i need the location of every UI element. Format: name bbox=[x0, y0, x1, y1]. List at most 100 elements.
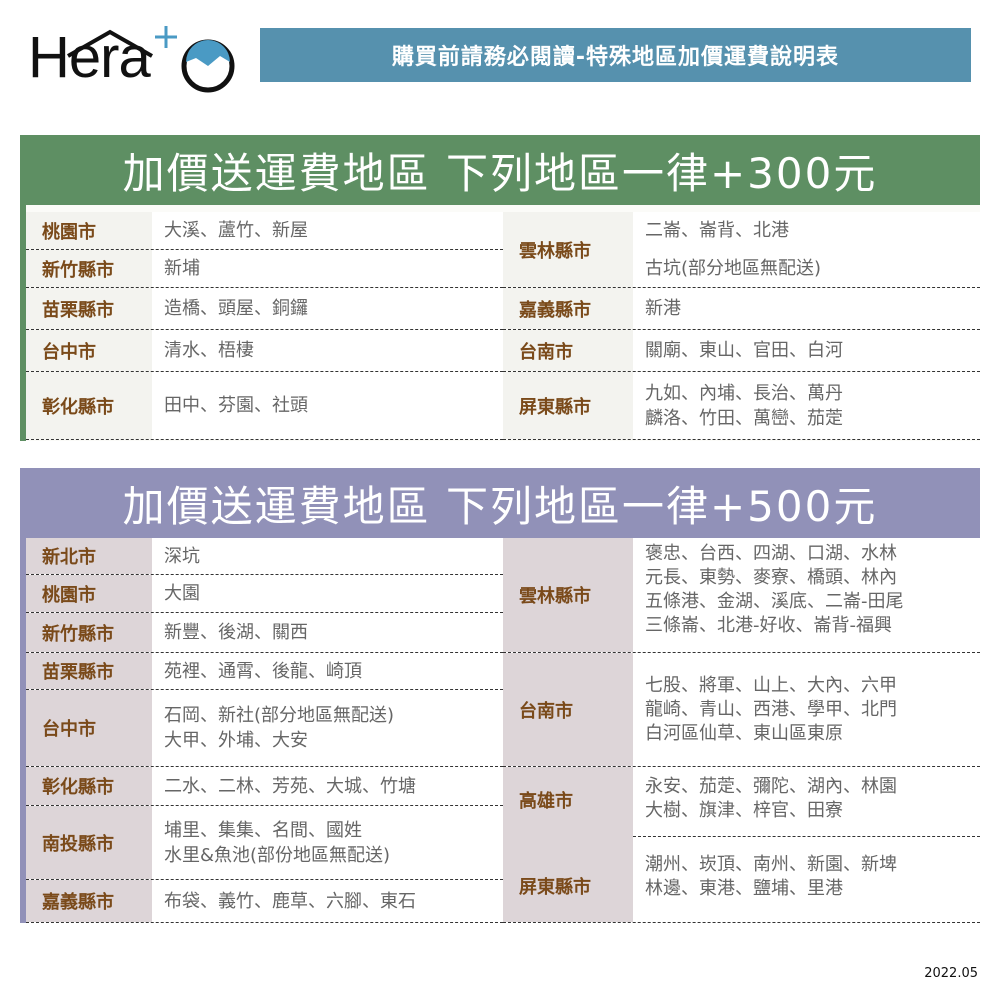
table-row: 新北市 深坑 bbox=[26, 538, 503, 575]
table-row: 雲林縣市 褒忠、台西、四湖、口湖、水林 元長、東勢、麥寮、橋頭、林內 五條港、金湖、溪… bbox=[503, 538, 980, 653]
area-list: 永安、茄萣、彌陀、湖內、林園 大樹、旗津、梓官、田寮 bbox=[633, 767, 980, 837]
area-list: 布袋、義竹、鹿草、六腳、東石 bbox=[152, 880, 503, 922]
table-row: 苗栗縣市 苑裡、通霄、後龍、崎頂 bbox=[26, 653, 503, 690]
table-row: 桃園市 大溪、蘆竹、新屋 bbox=[26, 212, 503, 250]
table-row: 台中市 清水、梧棲 bbox=[26, 330, 503, 372]
region-name: 南投縣市 bbox=[26, 806, 152, 879]
area-line: 五條港、金湖、溪底、二崙-田尾 bbox=[645, 591, 904, 612]
region-name: 桃園市 bbox=[26, 212, 152, 249]
table-row: 嘉義縣市 新港 bbox=[503, 288, 980, 330]
area-line: 九如、內埔、長治、萬丹 bbox=[645, 382, 843, 404]
area-line: 二水、二林、芳苑、大城、竹塘 bbox=[164, 775, 416, 797]
revision-date: 2022.05 bbox=[924, 966, 978, 981]
table-row: 高雄市 永安、茄萣、彌陀、湖內、林園 大樹、旗津、梓官、田寮 bbox=[503, 767, 980, 837]
section-300-table: 桃園市 大溪、蘆竹、新屋 新竹縣市 新埔 苗栗縣市 造橋、頭屋、銅鑼 台中市 清水、梧棲… bbox=[20, 205, 980, 441]
hera-logo: Hera bbox=[28, 18, 243, 93]
area-line: 大溪、蘆竹、新屋 bbox=[164, 220, 308, 241]
region-name: 屏東縣市 bbox=[503, 837, 633, 922]
area-list: 深坑 bbox=[152, 538, 503, 574]
area-list: 潮州、崁頂、南州、新園、新埤 林邊、東港、鹽埔、里港 bbox=[633, 837, 980, 922]
region-name: 雲林縣市 bbox=[503, 212, 633, 287]
region-name: 台南市 bbox=[503, 653, 633, 766]
region-name: 新竹縣市 bbox=[26, 613, 152, 652]
region-name: 新北市 bbox=[26, 538, 152, 574]
area-line: 林邊、東港、鹽埔、里港 bbox=[645, 878, 843, 899]
region-name: 高雄市 bbox=[503, 767, 633, 837]
area-line: 埔里、集集、名間、國姓 bbox=[164, 819, 362, 841]
area-line: 龍崎、青山、西港、學甲、北門 bbox=[645, 698, 897, 720]
area-list: 苑裡、通霄、後龍、崎頂 bbox=[152, 653, 503, 689]
section-500-table: 新北市 深坑 桃園市 大園 新竹縣市 新豐、後湖、關西 苗栗縣市 苑裡、通霄、後龍、崎頂… bbox=[20, 538, 980, 923]
table-row: 新竹縣市 新埔 bbox=[26, 250, 503, 288]
table-row: 台南市 七股、將軍、山上、大內、六甲 龍崎、青山、西港、學甲、北門 白河區仙草、東山區… bbox=[503, 653, 980, 767]
table-row: 新竹縣市 新豐、後湖、關西 bbox=[26, 613, 503, 653]
area-list: 關廟、東山、官田、白河 bbox=[633, 330, 980, 371]
area-list: 新港 bbox=[633, 288, 980, 329]
area-list: 九如、內埔、長治、萬丹 麟洛、竹田、萬巒、茄萣 bbox=[633, 372, 980, 439]
region-name: 台中市 bbox=[26, 330, 152, 371]
area-line: 古坑(部分地區無配送) bbox=[645, 257, 822, 279]
area-list: 新埔 bbox=[152, 250, 503, 287]
area-line: 布袋、義竹、鹿草、六腳、東石 bbox=[164, 890, 416, 912]
region-name: 苗栗縣市 bbox=[26, 653, 152, 689]
area-line: 大樹、旗津、梓官、田寮 bbox=[645, 800, 843, 821]
area-list: 田中、芬園、社頭 bbox=[152, 372, 503, 439]
table-row: 彰化縣市 二水、二林、芳苑、大城、竹塘 bbox=[26, 767, 503, 806]
region-name: 嘉義縣市 bbox=[26, 880, 152, 922]
right-column: 雲林縣市 二崙、崙背、北港古坑(部分地區無配送) 嘉義縣市 新港 台南市 關廟、東山、… bbox=[503, 212, 980, 441]
left-column: 新北市 深坑 桃園市 大園 新竹縣市 新豐、後湖、關西 苗栗縣市 苑裡、通霄、後龍、崎頂… bbox=[26, 538, 503, 923]
region-name: 新竹縣市 bbox=[26, 250, 152, 287]
region-name: 苗栗縣市 bbox=[26, 288, 152, 329]
table-row: 苗栗縣市 造橋、頭屋、銅鑼 bbox=[26, 288, 503, 330]
area-list: 新豐、後湖、關西 bbox=[152, 613, 503, 652]
table-row: 台南市 關廟、東山、官田、白河 bbox=[503, 330, 980, 372]
area-line: 大園 bbox=[164, 583, 200, 604]
area-line: 石岡、新社(部分地區無配送) bbox=[164, 705, 395, 726]
area-line: 三條崙、北港-好收、崙背-福興 bbox=[645, 615, 892, 636]
table-row: 屏東縣市 潮州、崁頂、南州、新園、新埤 林邊、東港、鹽埔、里港 bbox=[503, 837, 980, 923]
region-name: 嘉義縣市 bbox=[503, 288, 633, 329]
area-line: 關廟、東山、官田、白河 bbox=[645, 340, 843, 361]
table-row: 雲林縣市 二崙、崙背、北港古坑(部分地區無配送) bbox=[503, 212, 980, 288]
area-line: 深坑 bbox=[164, 545, 200, 567]
area-list: 褒忠、台西、四湖、口湖、水林 元長、東勢、麥寮、橋頭、林內 五條港、金湖、溪底、二崙… bbox=[633, 538, 980, 652]
region-name: 彰化縣市 bbox=[26, 372, 152, 439]
area-list: 二崙、崙背、北港古坑(部分地區無配送) bbox=[633, 212, 980, 287]
section-300-header: 加價送運費地區 下列地區一律+300元 bbox=[20, 135, 980, 205]
logo-text: Hera bbox=[28, 25, 151, 90]
area-list: 二水、二林、芳苑、大城、竹塘 bbox=[152, 767, 503, 805]
table-row: 彰化縣市 田中、芬園、社頭 bbox=[26, 372, 503, 440]
area-line: 七股、將軍、山上、大內、六甲 bbox=[645, 674, 897, 696]
area-line: 褒忠、台西、四湖、口湖、水林 bbox=[645, 543, 897, 564]
left-column: 桃園市 大溪、蘆竹、新屋 新竹縣市 新埔 苗栗縣市 造橋、頭屋、銅鑼 台中市 清水、梧棲… bbox=[26, 212, 503, 441]
table-row: 嘉義縣市 布袋、義竹、鹿草、六腳、東石 bbox=[26, 880, 503, 923]
area-line: 永安、茄萣、彌陀、湖內、林園 bbox=[645, 776, 897, 797]
area-line: 田中、芬園、社頭 bbox=[164, 395, 308, 416]
area-line: 新港 bbox=[645, 298, 681, 319]
area-list: 七股、將軍、山上、大內、六甲 龍崎、青山、西港、學甲、北門 白河區仙草、東山區東原 bbox=[633, 653, 980, 766]
region-name: 台中市 bbox=[26, 690, 152, 766]
area-list: 大溪、蘆竹、新屋 bbox=[152, 212, 503, 249]
region-name: 桃園市 bbox=[26, 575, 152, 612]
area-line: 大甲、外埔、大安 bbox=[164, 730, 308, 751]
area-line: 二崙、崙背、北港 bbox=[645, 220, 789, 242]
house-roof-icon bbox=[67, 26, 235, 93]
region-name: 彰化縣市 bbox=[26, 767, 152, 805]
area-list: 石岡、新社(部分地區無配送) 大甲、外埔、大安 bbox=[152, 690, 503, 766]
area-line: 麟洛、竹田、萬巒、茄萣 bbox=[645, 407, 843, 429]
area-line: 造橋、頭屋、銅鑼 bbox=[164, 298, 308, 319]
area-line: 新埔 bbox=[164, 258, 200, 279]
section-500-header: 加價送運費地區 下列地區一律+500元 bbox=[20, 468, 980, 538]
area-list: 大園 bbox=[152, 575, 503, 612]
area-line: 清水、梧棲 bbox=[164, 340, 254, 361]
table-row: 桃園市 大園 bbox=[26, 575, 503, 613]
area-list: 造橋、頭屋、銅鑼 bbox=[152, 288, 503, 329]
area-line: 白河區仙草、東山區東原 bbox=[645, 722, 843, 744]
area-line: 元長、東勢、麥寮、橋頭、林內 bbox=[645, 567, 897, 588]
page-title-banner: 購買前請務必閱讀-特殊地區加價運費說明表 bbox=[260, 28, 971, 82]
area-line: 水里&魚池(部份地區無配送) bbox=[164, 844, 391, 866]
area-list: 清水、梧棲 bbox=[152, 330, 503, 371]
table-row: 台中市 石岡、新社(部分地區無配送) 大甲、外埔、大安 bbox=[26, 690, 503, 767]
right-column: 雲林縣市 褒忠、台西、四湖、口湖、水林 元長、東勢、麥寮、橋頭、林內 五條港、金湖、溪… bbox=[503, 538, 980, 923]
area-list: 埔里、集集、名間、國姓水里&魚池(部份地區無配送) bbox=[152, 806, 503, 879]
